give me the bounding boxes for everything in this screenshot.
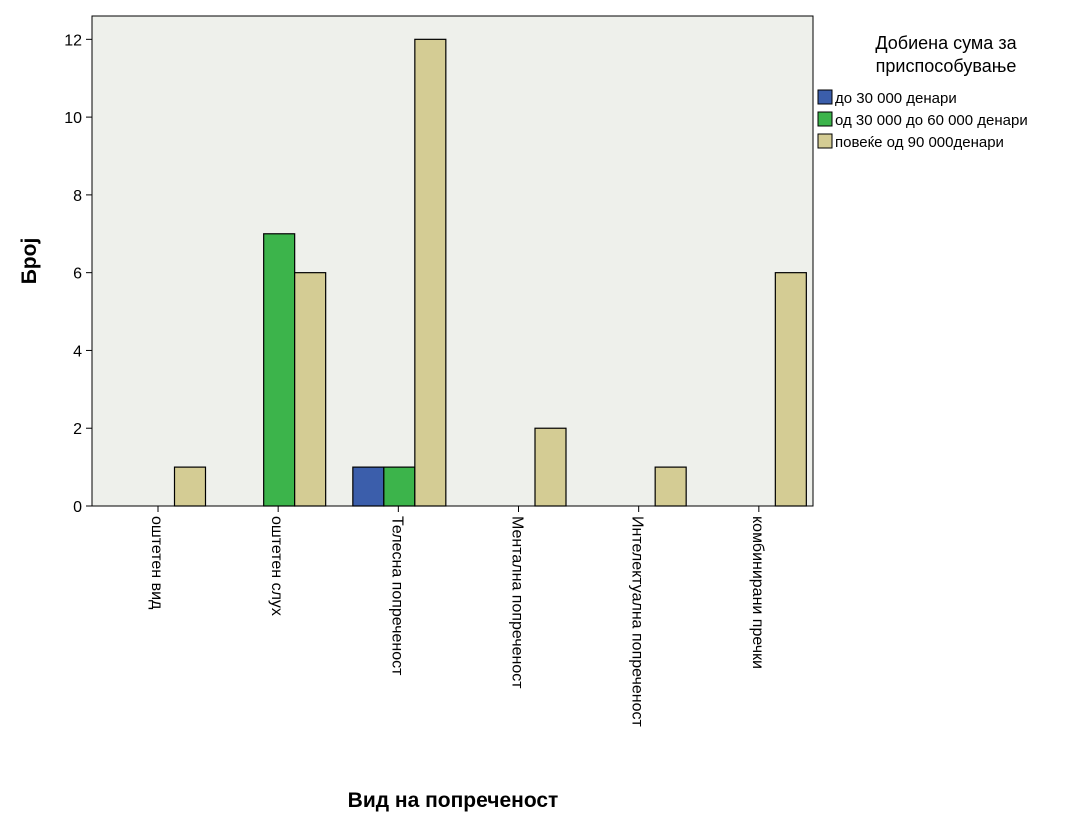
category-label: комбинирани пречки	[749, 516, 766, 669]
legend-title-line-2: приспособување	[876, 56, 1017, 76]
bar	[294, 272, 327, 507]
bar	[774, 272, 807, 507]
y-tick-label: 8	[73, 188, 82, 205]
legend-swatch	[817, 133, 833, 149]
legend: Добиена сума за приспособување до 30 000…	[817, 33, 1028, 151]
legend-label: до 30 000 денари	[835, 90, 957, 107]
y-tick-label: 6	[73, 266, 82, 283]
bar	[173, 466, 207, 507]
y-axis-title: Број	[18, 238, 41, 285]
category-label: оштетен слух	[268, 516, 285, 616]
legend-label: од 30 000 до 60 000 денари	[835, 112, 1028, 129]
bar	[534, 427, 567, 507]
category-label: Интелектуална попреченост	[629, 516, 646, 727]
y-tick-label: 10	[64, 110, 82, 127]
x-axis-labels: оштетен вид оштетен слух Телесна попречено…	[148, 516, 766, 727]
bar	[654, 466, 687, 507]
x-axis-title: Вид на попреченост	[348, 789, 559, 812]
bar	[414, 38, 447, 507]
y-tick-label: 0	[73, 499, 82, 516]
legend-swatch	[817, 111, 833, 127]
legend-label: повеќе од 90 000денари	[835, 134, 1004, 151]
category-label: оштетен вид	[148, 516, 165, 610]
y-axis: 0 2 4 6 8 10 12	[64, 32, 92, 516]
bars	[157, 38, 807, 512]
bar	[263, 233, 296, 507]
y-tick-label: 4	[73, 343, 82, 360]
plot-area	[91, 15, 814, 507]
y-tick-label: 12	[64, 32, 82, 49]
category-label: Телесна попреченост	[388, 516, 405, 676]
category-label: Ментална попреченост	[509, 516, 526, 689]
legend-swatch	[817, 89, 833, 105]
bar	[383, 466, 416, 507]
bar	[352, 466, 385, 507]
y-tick-label: 2	[73, 421, 82, 438]
legend-title-line-1: Добиена сума за	[875, 33, 1017, 53]
